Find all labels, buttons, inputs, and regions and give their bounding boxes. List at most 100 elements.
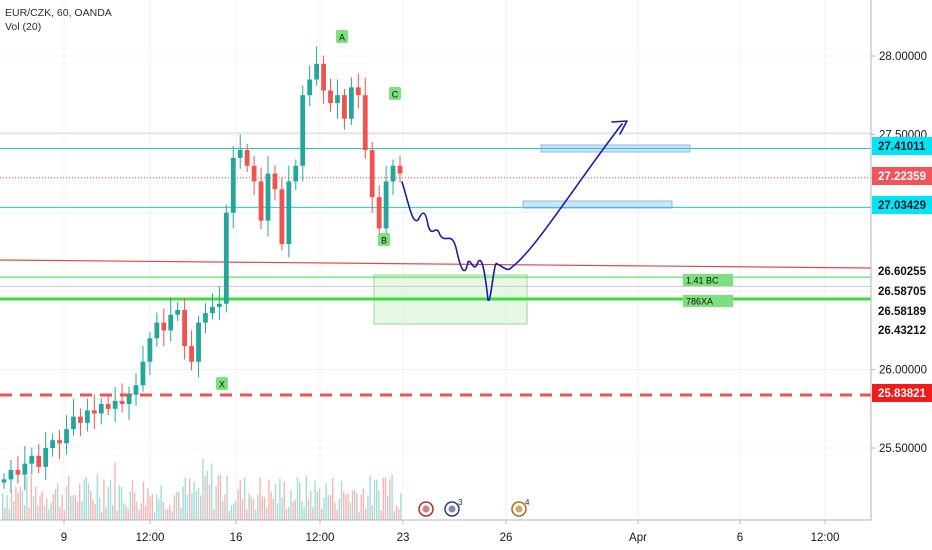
volume-bar	[244, 478, 246, 520]
price-tag: 26.58705	[872, 282, 932, 300]
volume-bar	[193, 482, 195, 520]
pattern-point-x: X	[216, 377, 228, 390]
volume-bar	[142, 481, 145, 520]
pattern-point-a: A	[336, 30, 348, 43]
volume-bar	[103, 479, 105, 520]
volume-bar	[118, 485, 120, 520]
volume-bar	[15, 487, 17, 520]
symbol-label: EUR/CZK, 60, OANDA	[5, 7, 112, 19]
volume-bar	[351, 490, 354, 520]
candle-body	[348, 87, 354, 119]
volume-bar	[68, 475, 70, 520]
volume-bar	[248, 493, 250, 520]
price-tag: 26.60255	[872, 262, 932, 280]
volume-bar	[340, 481, 343, 520]
candle-body	[112, 400, 118, 409]
volume-bar	[112, 505, 114, 520]
candle-body	[244, 150, 250, 166]
candle-body	[182, 310, 188, 347]
candle-body	[307, 79, 313, 96]
pattern-label-bg	[389, 87, 401, 100]
trend-line-red	[0, 259, 872, 269]
volume-bar	[250, 496, 252, 520]
volume-bar	[162, 501, 164, 520]
volume-bar	[90, 490, 92, 520]
volume-bar	[224, 494, 226, 520]
time-tick-label: 26	[500, 532, 513, 544]
volume-bar	[222, 500, 224, 520]
volume-bar	[279, 478, 281, 520]
volume-bar	[151, 493, 153, 520]
volume-bar	[206, 470, 208, 520]
volume-bar	[283, 481, 285, 520]
candle-body	[342, 95, 347, 119]
volume-bar	[74, 494, 76, 520]
projection-path	[401, 123, 623, 301]
volume-bar	[332, 478, 334, 520]
price-tag: 27.41011	[872, 137, 932, 155]
volume-bar	[329, 495, 332, 520]
price-tag-bg	[872, 384, 932, 402]
volume-bar	[167, 508, 169, 520]
volume-bar	[149, 496, 151, 520]
volume-bar	[175, 491, 178, 520]
candle-body	[8, 469, 14, 480]
volume-bar	[325, 483, 327, 520]
volume-bar	[382, 478, 384, 520]
candle-body	[119, 400, 125, 405]
price-tag-bg	[872, 137, 932, 155]
volume-bar	[184, 477, 186, 520]
volume-bar	[54, 489, 57, 520]
price-tag-bg	[872, 282, 932, 300]
volume-bar	[274, 484, 277, 520]
price-tag-text: 26.58705	[878, 286, 927, 298]
candle-body	[84, 410, 90, 423]
volume-bar	[239, 480, 241, 520]
time-axis: 9 12:00 16 12:00 23 26 Apr 6 12:00	[0, 519, 932, 550]
candle-body	[57, 440, 62, 444]
target-box-lower	[522, 200, 673, 209]
volume-bar	[83, 479, 85, 520]
volume-bar	[72, 495, 74, 520]
grid-lines	[0, 0, 871, 520]
candle-body	[1, 479, 7, 483]
volume-bar	[21, 490, 24, 520]
price-tag-text: 27.03429	[878, 200, 926, 212]
pattern-point-b: B	[378, 233, 390, 246]
candle-body	[335, 95, 340, 104]
zone-label-text: 1.41 BC	[686, 276, 719, 286]
volume-bar	[26, 476, 28, 520]
price-tag-bg	[872, 321, 932, 339]
volume-bar	[373, 480, 376, 520]
volume-bar	[299, 481, 301, 520]
volume-bar	[129, 491, 131, 520]
candle-body	[210, 306, 215, 314]
pattern-label-bg	[378, 233, 390, 246]
zone-label-bg	[683, 274, 733, 286]
volume-bar	[109, 479, 112, 520]
candle-body	[50, 440, 56, 448]
volume-bars	[2, 458, 402, 520]
volume-bar	[180, 507, 182, 520]
volume-bar	[362, 488, 365, 520]
candle-body	[161, 322, 167, 331]
volume-bar	[389, 479, 391, 520]
volume-bar	[316, 491, 318, 520]
event-marker-count: 4	[525, 498, 530, 507]
volume-bar	[360, 494, 362, 520]
volume-bar	[96, 474, 98, 520]
volume-bar	[81, 501, 83, 520]
candle-body	[314, 63, 320, 80]
price-tag: 26.58189	[872, 302, 932, 320]
volume-bar	[107, 486, 109, 520]
volume-bar	[237, 489, 239, 520]
axis-corner	[871, 520, 932, 550]
volume-bar	[134, 493, 136, 520]
price-tag-text: 26.60255	[878, 266, 927, 278]
candle-body	[22, 463, 28, 475]
volume-bar	[39, 495, 41, 520]
volume-bar	[79, 483, 81, 520]
candle-body	[300, 95, 306, 166]
